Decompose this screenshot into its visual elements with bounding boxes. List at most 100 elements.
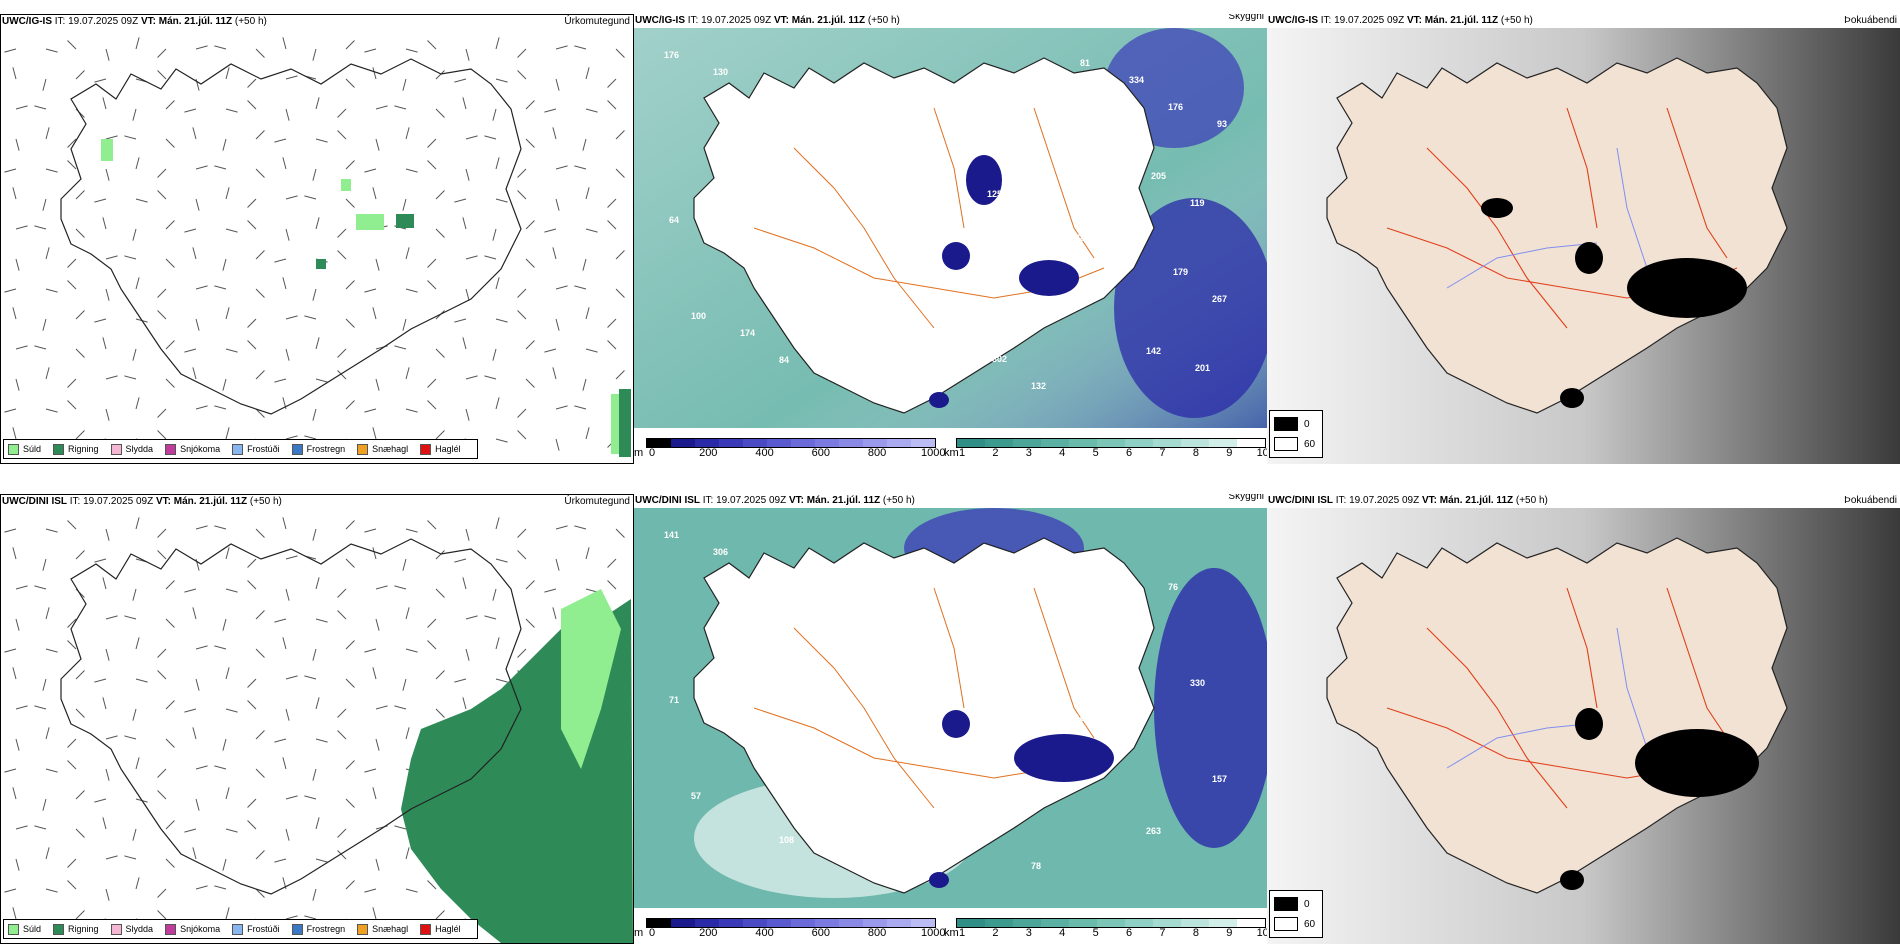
legend-item: Slydda: [110, 443, 154, 455]
legend-label: Súld: [23, 444, 42, 454]
precip-panel-top: UWC/IG-IS IT: 19.07.2025 09Z VT: Mán. 21…: [0, 14, 634, 464]
iceland-outline: [1326, 537, 1788, 894]
legend-swatch: [165, 443, 177, 455]
legend-swatch: [165, 923, 177, 935]
legend-item: Frostregn: [291, 443, 345, 455]
scale-tick: 2: [992, 447, 999, 459]
legend-item: Snjókoma: [165, 443, 220, 455]
visibility-label: 176: [664, 50, 679, 60]
scale-tick: 600: [811, 927, 830, 939]
visibility-map: 141 122 391 168 157 108 80 222 330 128 97 78 76 53 60 4…: [634, 508, 1267, 908]
panel-title: Þokuábendi: [1844, 15, 1897, 26]
fog-panel-top: UWC/IG-IS IT: 19.07.2025 09Z VT: Mán. 21…: [1267, 14, 1900, 464]
legend-label: Rigning: [68, 924, 99, 934]
visibility-label: 97: [1124, 250, 1134, 260]
legend-swatch: [357, 923, 369, 935]
road-network: [753, 107, 1105, 329]
panel-header: UWC/DINI ISL IT: 19.07.2025 09Z VT: Mán.…: [1268, 495, 1897, 506]
visibility-label: 114: [965, 93, 980, 103]
visibility-label: 201: [1195, 363, 1210, 373]
scale-tick: 7: [1159, 447, 1166, 459]
precip-rain-patches: [101, 139, 631, 457]
fog-patches: [1481, 198, 1747, 408]
scale-tick: 2: [992, 927, 999, 939]
visibility-label: 56: [1124, 730, 1134, 740]
visibility-label: 72: [718, 232, 728, 242]
legend-label: Slydda: [125, 444, 154, 454]
vis-scale-m: m 0 200 400 600 800 1000: [634, 438, 946, 460]
visibility-label: 56: [943, 337, 953, 347]
legend-item: Haglél: [420, 443, 461, 455]
scale-tick: 9: [1226, 927, 1233, 939]
scale-tick: 3: [1025, 447, 1032, 459]
visibility-label: 306: [713, 547, 728, 557]
visibility-label: 47: [1102, 154, 1112, 164]
legend-swatch: [420, 923, 432, 935]
visibility-label: 831: [806, 276, 821, 286]
legend-swatch: [291, 923, 303, 935]
scale-tick: 3: [1025, 927, 1032, 939]
scale-tick: 8: [1192, 927, 1199, 939]
visibility-label: 89: [987, 669, 997, 679]
legend-item: Súld: [8, 443, 42, 455]
visibility-label: 62: [916, 76, 926, 86]
panel-header: UWC/IG-IS IT: 19.07.2025 09Z VT: Mán. 21…: [2, 16, 630, 27]
vis-scale-km: km 1 2 3 4 5 6 7 8 9 10: [944, 918, 1267, 940]
legend-swatch: [291, 443, 303, 455]
scale-tick: 10: [1256, 447, 1267, 459]
visibility-label: 100: [691, 311, 706, 321]
visibility-label: 150: [894, 320, 909, 330]
visibility-label: 93: [1217, 119, 1227, 129]
legend-label: Haglél: [435, 924, 461, 934]
visibility-label: 48: [1009, 765, 1019, 775]
fog-index-legend: 0 60: [1269, 890, 1323, 938]
scale-tick: 1000: [921, 927, 946, 939]
iceland-outline: [60, 58, 522, 415]
visibility-label: 76: [1168, 582, 1178, 592]
visibility-label: 73: [855, 293, 865, 303]
visibility-value-labels: 176 92 85 78 267 84 62 144 119 154 150 132 176 120 88 7…: [664, 50, 1227, 399]
visibility-label: 78: [1075, 233, 1085, 243]
scale-tick: 4: [1059, 447, 1066, 459]
visibility-label: 78: [1009, 285, 1019, 295]
visibility-label: 398: [1102, 634, 1117, 644]
fog-map: [1267, 28, 1900, 464]
scale-tick: 1000: [921, 447, 946, 459]
scale-tick: 7: [1159, 927, 1166, 939]
visibility-label: 176: [1168, 102, 1183, 112]
visibility-label: 81: [1080, 58, 1090, 68]
visibility-label: 239: [899, 145, 914, 155]
visibility-panel-bottom: UWC/DINI ISL IT: 19.07.2025 09Z VT: Mán.…: [634, 494, 1267, 944]
visibility-label: 144: [1053, 137, 1068, 147]
vis-scale-km: km 1 2 3 4 5 6 7 8 9 10: [944, 438, 1267, 460]
visibility-label: 130: [713, 67, 728, 77]
visibility-label: 102: [828, 372, 843, 382]
visibility-label: 267: [1212, 294, 1227, 304]
panel-header: UWC/IG-IS IT: 19.07.2025 09Z VT: Mán. 21…: [1268, 15, 1897, 26]
scale-tick: 0: [648, 927, 656, 939]
legend-item: Súld: [8, 923, 41, 935]
visibility-label: 57: [691, 791, 701, 801]
visibility-label: 132: [1031, 381, 1046, 391]
visibility-label: 100: [850, 128, 865, 138]
scale-tick: 1: [958, 927, 966, 939]
legend-label: Frostúði: [247, 924, 280, 934]
visibility-label: 168: [1075, 713, 1090, 723]
precip-type-legend: Súld Rigning Slydda Snjókoma Frostúði Frostre…: [3, 919, 478, 939]
visibility-label: 85: [938, 172, 948, 182]
legend-label: Frostregn: [306, 924, 346, 934]
scale-tick: 4: [1059, 927, 1066, 939]
low-vis-patches: [929, 155, 1079, 408]
scale-tick: 5: [1092, 927, 1099, 939]
legend-label: Haglél: [435, 444, 461, 454]
precip-type-legend: Súld Rigning Slydda Snjókoma Frostúði Frostre…: [3, 439, 478, 459]
fog-map: [1267, 508, 1900, 944]
visibility-label: 97: [894, 800, 904, 810]
visibility-label: 84: [779, 355, 789, 365]
legend-swatch: [110, 923, 122, 935]
precip-drizzle-area: [561, 589, 621, 769]
visibility-label: 119: [1190, 198, 1205, 208]
visibility-label: 263: [1146, 826, 1161, 836]
scale-tick: 200: [699, 447, 718, 459]
visibility-label: 80: [916, 556, 926, 566]
